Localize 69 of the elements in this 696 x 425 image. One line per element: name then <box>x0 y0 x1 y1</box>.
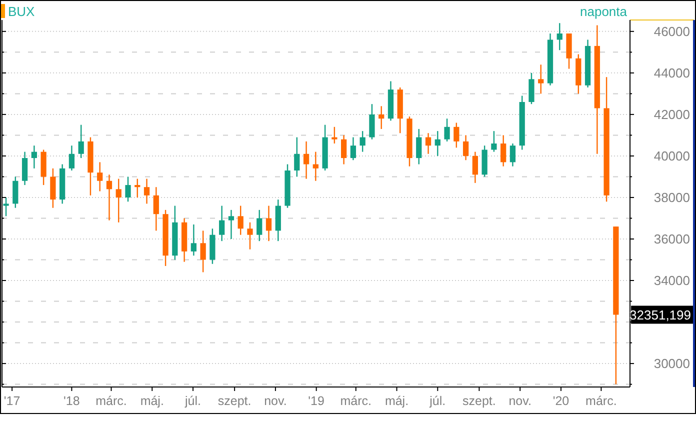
y-tick-label: 42000 <box>654 106 690 122</box>
x-tick-label: márc. <box>340 394 372 408</box>
candlestick <box>350 136 356 161</box>
candlestick <box>528 72 534 105</box>
candlestick <box>303 140 310 180</box>
x-tick-label: márc. <box>96 394 127 408</box>
candlestick <box>462 134 469 161</box>
candlestick <box>510 142 516 167</box>
candlestick <box>247 222 253 250</box>
candlestick <box>22 151 28 186</box>
candlestick <box>538 64 544 94</box>
candlestick <box>491 130 497 152</box>
candlestick <box>294 136 300 178</box>
candlestick <box>12 176 18 208</box>
candlestick <box>360 130 366 152</box>
x-tick-label: '18 <box>64 394 80 408</box>
candlestick <box>106 174 112 221</box>
candlestick <box>50 168 56 208</box>
chart-title: BUX <box>8 4 36 19</box>
candlestick <box>332 126 338 144</box>
candlestick <box>444 118 450 142</box>
candlestick <box>153 186 159 232</box>
candlestick <box>472 151 478 184</box>
candlestick <box>144 178 150 204</box>
y-tick-label: 34000 <box>654 273 690 288</box>
candlestick <box>238 205 244 236</box>
candlestick <box>266 205 272 242</box>
y-tick-label: 38000 <box>654 190 690 205</box>
candlestick <box>454 122 460 148</box>
x-tick-label: júl. <box>184 394 202 408</box>
x-tick-label: szept. <box>462 394 496 408</box>
x-tick-label: nov. <box>264 394 287 408</box>
x-tick-label: máj. <box>384 394 409 408</box>
x-tick-label: szept. <box>218 394 252 408</box>
x-tick-label: '20 <box>552 394 570 408</box>
x-tick-label: '17 <box>4 394 20 408</box>
candlestick <box>78 124 84 159</box>
y-tick-label: 40000 <box>654 148 690 164</box>
candlestick <box>434 130 440 157</box>
x-tick-label: máj. <box>140 394 164 408</box>
candlestick <box>116 178 122 223</box>
candlestick <box>134 178 140 198</box>
candlestick <box>369 103 375 140</box>
y-tick-label: 30000 <box>654 356 690 372</box>
candlestick <box>312 151 318 182</box>
candlestick <box>341 134 347 165</box>
x-tick-label: márc. <box>586 394 617 408</box>
candlestick <box>500 134 506 167</box>
candlestick <box>556 22 562 51</box>
candlestick <box>97 162 103 192</box>
x-tick-label: nov. <box>508 394 532 408</box>
candlestick <box>228 209 234 240</box>
candlestick <box>425 132 432 154</box>
y-tick-label: 36000 <box>654 231 690 246</box>
candlestick <box>3 196 9 217</box>
chart-subtitle: naponta <box>580 4 628 19</box>
x-tick-label: '19 <box>308 394 325 408</box>
candlestick <box>125 176 131 202</box>
candlestick <box>190 224 196 256</box>
y-tick-label: 46000 <box>654 24 690 39</box>
x-tick-label: júl. <box>428 394 446 408</box>
y-tick-label: 44000 <box>654 65 690 80</box>
candlestick <box>31 144 37 170</box>
candlestick <box>256 209 262 242</box>
candlestick <box>200 230 206 273</box>
candlestick <box>416 128 422 165</box>
candlestick <box>378 106 384 130</box>
candlestick <box>219 205 225 242</box>
candlestick <box>68 144 75 172</box>
